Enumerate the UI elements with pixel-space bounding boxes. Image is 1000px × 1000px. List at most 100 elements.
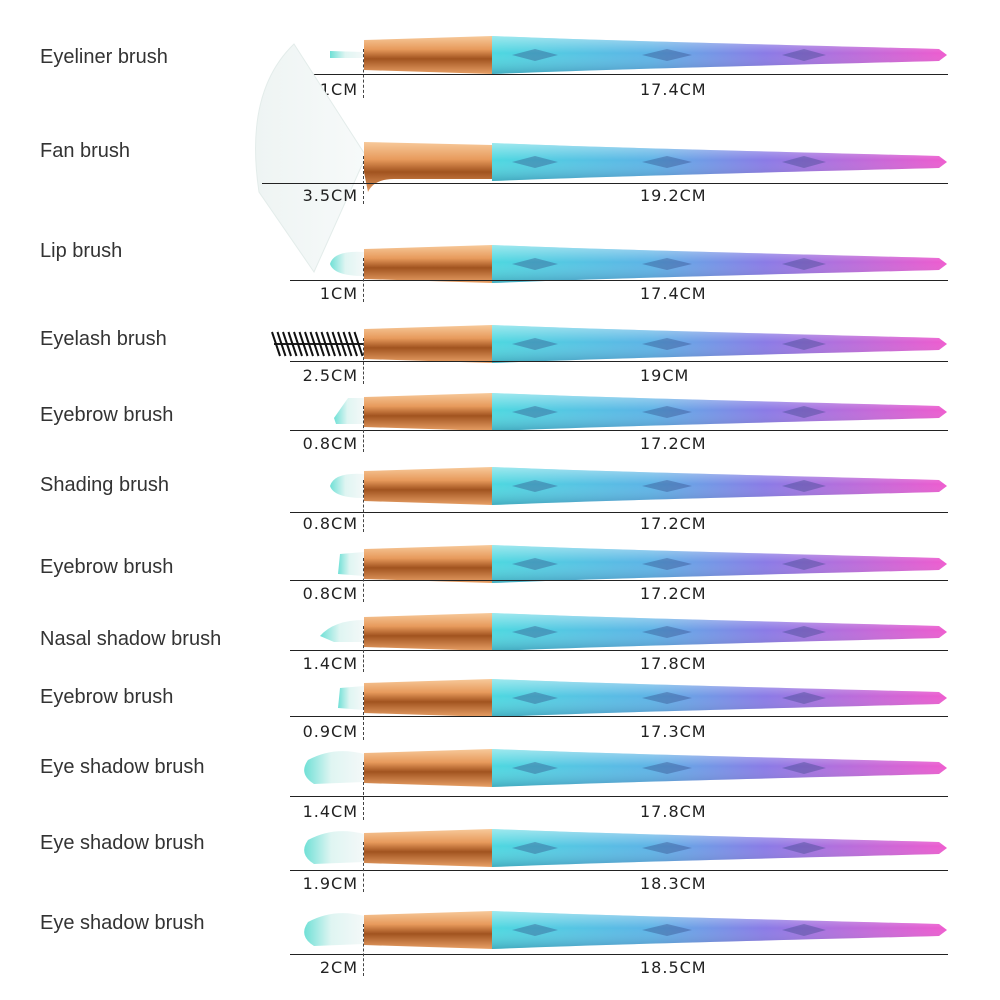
spoolie-bristle (309, 331, 320, 357)
handle-facet (512, 480, 558, 492)
brush-ferrule (364, 749, 492, 787)
handle-facet (512, 258, 558, 270)
spoolie-bristle (298, 331, 309, 357)
total-length-label: 19.2CM (640, 186, 707, 205)
brush-row: Shading brush 0.8CM 17.2CM (0, 462, 1000, 542)
spoolie-bristle (331, 331, 342, 357)
brush-head (330, 51, 364, 58)
total-length-label: 17.8CM (640, 654, 707, 673)
brush-ferrule (364, 36, 492, 74)
spoolie-bristle (287, 331, 298, 357)
handle-facet (642, 480, 692, 492)
brush-name: Eyelash brush (40, 328, 167, 350)
measure-line (290, 580, 948, 581)
divider-dash (363, 258, 364, 302)
head-length-label: 1.4CM (302, 654, 358, 673)
spoolie-bristle (315, 331, 325, 357)
total-length-label: 17.4CM (640, 80, 707, 99)
brush-handle-shading (492, 393, 947, 431)
brush-name: Lip brush (40, 240, 123, 262)
brush-head (304, 913, 364, 946)
measure-line (290, 512, 948, 513)
handle-facet (642, 406, 692, 418)
brush-row: Eyebrow brush 0.9CM 17.3CM (0, 676, 1000, 756)
handle-facet (782, 258, 826, 270)
brush-row: Eye shadow brush 1.9CM 18.3CM (0, 828, 1000, 908)
handle-facet (782, 924, 826, 936)
dome-bristles (304, 913, 364, 946)
brush-ferrule (364, 467, 492, 505)
brush-illustration (334, 393, 947, 431)
brush-ferrule (364, 545, 492, 583)
handle-facet (512, 156, 558, 168)
head-length-label: 2.5CM (302, 366, 358, 385)
spoolie-bristle (337, 331, 347, 357)
spoolie-bristle (326, 331, 336, 357)
brush-name: Eyebrow brush (40, 556, 174, 578)
measure-line (290, 716, 948, 717)
brush-row: Lip brush 1CM 17.4CM (0, 230, 1000, 310)
brush-head (304, 831, 364, 864)
handle-facet (642, 842, 692, 854)
brush-row: Nasal shadow brush 1.4CM 17.8CM (0, 613, 1000, 696)
handle-facet (512, 406, 558, 418)
brush-row: Eyebrow brush 0.8CM 17.2CM (0, 545, 1000, 626)
handle-facet (642, 692, 692, 704)
total-length-label: 18.3CM (640, 874, 707, 893)
measure-line (262, 183, 948, 184)
head-length-label: 0.9CM (302, 722, 358, 741)
handle-facet (642, 626, 692, 638)
brush-handle-shading (492, 613, 947, 651)
handle-facet (782, 49, 826, 61)
fan-bristles (255, 43, 367, 274)
divider-dash (363, 842, 364, 892)
brush-head (334, 398, 364, 424)
angled-bristles (334, 398, 364, 424)
handle-facet (782, 558, 826, 570)
handle-facet (782, 762, 826, 774)
brush-head (330, 473, 364, 498)
head-length-label: 1.4CM (302, 802, 358, 821)
divider-dash (363, 924, 364, 976)
round-bristles (330, 251, 364, 276)
divider-dash (363, 338, 364, 384)
brush-handle-shading (492, 36, 947, 74)
liner-bristles (330, 51, 364, 58)
brush-name: Nasal shadow brush (40, 628, 222, 650)
handle-facet (782, 692, 826, 704)
brush-head (338, 552, 364, 576)
divider-dash (363, 558, 364, 602)
handle-facet (512, 692, 558, 704)
brush-row: Eye shadow brush 2CM 18.5CM (0, 902, 1000, 982)
handle-facet (782, 338, 826, 350)
spoolie-bristle (304, 331, 314, 357)
total-length-label: 19CM (640, 366, 690, 385)
handle-facet (642, 156, 692, 168)
spoolie-bristle (342, 331, 353, 357)
handle-facet (512, 842, 558, 854)
divider-dash (363, 49, 364, 98)
brush-row: Eyebrow brush 0.8CM 17.2CM (0, 392, 1000, 472)
head-length-label: 1CM (319, 80, 358, 99)
brush-row: Fan brush 3.5CM 19.2CM (0, 43, 1000, 274)
brush-handle-shading (492, 829, 947, 867)
brush-name: Eyebrow brush (40, 404, 174, 426)
handle-facet (642, 558, 692, 570)
total-length-label: 17.3CM (640, 722, 707, 741)
brush-row: Eyelash brush 2.5CM 19CM (0, 318, 1000, 398)
total-length-label: 18.5CM (640, 958, 707, 977)
brush-handle-shading (492, 245, 947, 283)
brush-ferrule (364, 142, 492, 192)
brush-handle-shading (492, 545, 947, 583)
handle-facet (512, 924, 558, 936)
brush-ferrule (364, 613, 492, 651)
handle-facet (782, 480, 826, 492)
brush-handle-shading (492, 911, 947, 949)
measure-line (290, 954, 948, 955)
spoolie-bristle (320, 331, 331, 357)
head-length-label: 3.5CM (302, 186, 358, 205)
handle-facet (782, 156, 826, 168)
divider-dash (363, 156, 364, 204)
brush-handle-shading (492, 325, 947, 363)
pointed-bristles (320, 620, 364, 642)
